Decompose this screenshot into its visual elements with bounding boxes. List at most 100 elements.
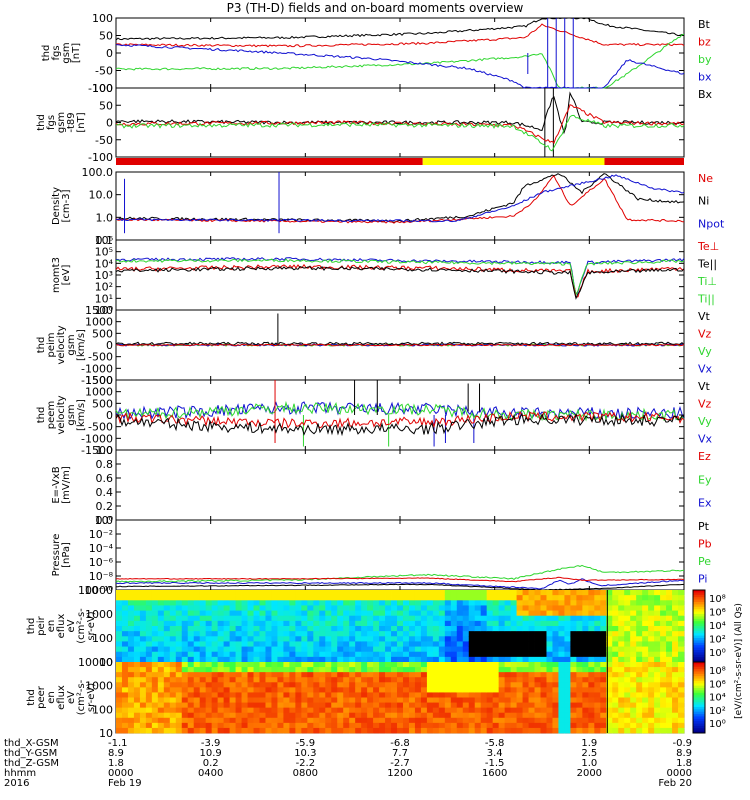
spec-cell — [235, 631, 242, 637]
spec-cell — [414, 667, 422, 673]
spec-cell — [127, 641, 135, 647]
spec-cell — [504, 697, 512, 703]
spec-cell — [558, 707, 565, 714]
spec-cell — [355, 692, 362, 698]
spec-cell — [426, 590, 434, 596]
spec-cell — [510, 692, 517, 698]
spec-cell — [408, 651, 416, 658]
spec-cell — [313, 615, 320, 622]
spec-cell — [385, 697, 392, 703]
spec-cell — [283, 641, 290, 647]
spec-cell — [116, 626, 123, 632]
spec-cell — [486, 615, 494, 622]
spec-cell — [223, 600, 230, 606]
spec-cell — [438, 682, 446, 688]
spec-cell — [408, 641, 416, 647]
spec-cell — [217, 631, 225, 637]
spec-cell — [432, 727, 440, 734]
spec-cell — [462, 646, 470, 653]
spec-cell — [283, 590, 290, 596]
spec-cell — [510, 682, 517, 688]
spec-cell — [402, 662, 410, 668]
spec-cell — [564, 667, 571, 673]
spec-cell — [534, 631, 541, 637]
spec-cell — [474, 712, 482, 719]
spec-cell — [301, 687, 308, 693]
spec-cell — [432, 692, 440, 698]
spec-cell — [648, 595, 655, 601]
spec-cell — [217, 626, 225, 632]
spec-cell — [271, 656, 278, 663]
spec-cell — [343, 662, 350, 668]
spec-cell — [498, 707, 506, 714]
figure-title: P3 (TH-D) fields and on-board moments ov… — [226, 1, 524, 15]
spec-cell — [558, 662, 565, 668]
spec-cell — [343, 626, 350, 632]
spec-cell — [337, 702, 344, 709]
spec-cell — [331, 651, 338, 658]
spec-cell — [570, 707, 577, 714]
spec-cell — [379, 682, 386, 688]
legend-ni: Ni — [698, 195, 709, 208]
spec-cell — [570, 677, 577, 683]
spec-cell — [426, 717, 434, 724]
ytick-label: 0.8 — [96, 458, 114, 471]
spec-cell — [121, 610, 129, 617]
spec-cell — [510, 590, 517, 596]
spec-cell — [289, 615, 296, 622]
spec-cell — [307, 667, 314, 673]
spec-cell — [397, 631, 404, 637]
spec-cell — [432, 595, 440, 601]
spec-cell — [528, 615, 535, 622]
spec-cell — [193, 667, 201, 673]
spec-cell — [367, 662, 374, 668]
spec-cell — [594, 717, 601, 724]
spec-cell — [139, 687, 147, 693]
spec-cell — [241, 646, 248, 653]
spec-cell — [283, 682, 290, 688]
spec-cell — [385, 672, 392, 678]
spec-cell — [193, 727, 201, 734]
spec-cell — [408, 702, 416, 709]
spec-cell — [576, 727, 583, 734]
spec-cell — [450, 682, 458, 688]
spec-cell — [474, 610, 482, 617]
ylabel-line: gsm — [66, 404, 77, 425]
spec-cell — [391, 722, 398, 729]
spec-cell — [480, 672, 488, 678]
spec-cell — [379, 590, 386, 596]
spec-cell — [325, 702, 332, 709]
spec-cell — [660, 727, 667, 734]
spec-cell — [289, 590, 296, 596]
spec-cell — [133, 651, 141, 658]
spec-cell — [582, 722, 589, 729]
spec-cell — [420, 590, 428, 596]
spec-cell — [271, 590, 278, 596]
spec-cell — [205, 672, 213, 678]
spec-cell — [456, 636, 464, 642]
spec-cell — [618, 662, 625, 668]
spec-cell — [678, 610, 685, 617]
spec-cell — [151, 717, 159, 724]
spec-cell — [672, 646, 679, 653]
spec-cell — [480, 600, 488, 606]
spec-cell — [385, 682, 392, 688]
spec-cell — [349, 656, 356, 663]
spec-cell — [361, 667, 368, 673]
colorbar-cell — [693, 730, 705, 734]
spec-cell — [594, 636, 601, 642]
spec-cell — [642, 646, 649, 653]
spec-cell — [229, 600, 236, 606]
spec-cell — [612, 687, 619, 693]
spec-cell — [307, 702, 314, 709]
spec-cell — [385, 590, 392, 596]
ni-series-line — [115, 173, 685, 223]
spec-cell — [450, 595, 458, 601]
spec-cell — [139, 692, 147, 698]
spec-cell — [672, 687, 679, 693]
spec-cell — [307, 641, 314, 647]
spec-cell — [235, 626, 242, 632]
spec-cell — [528, 662, 535, 668]
spec-cell — [391, 620, 398, 627]
ylabel-line: eV — [66, 619, 77, 632]
